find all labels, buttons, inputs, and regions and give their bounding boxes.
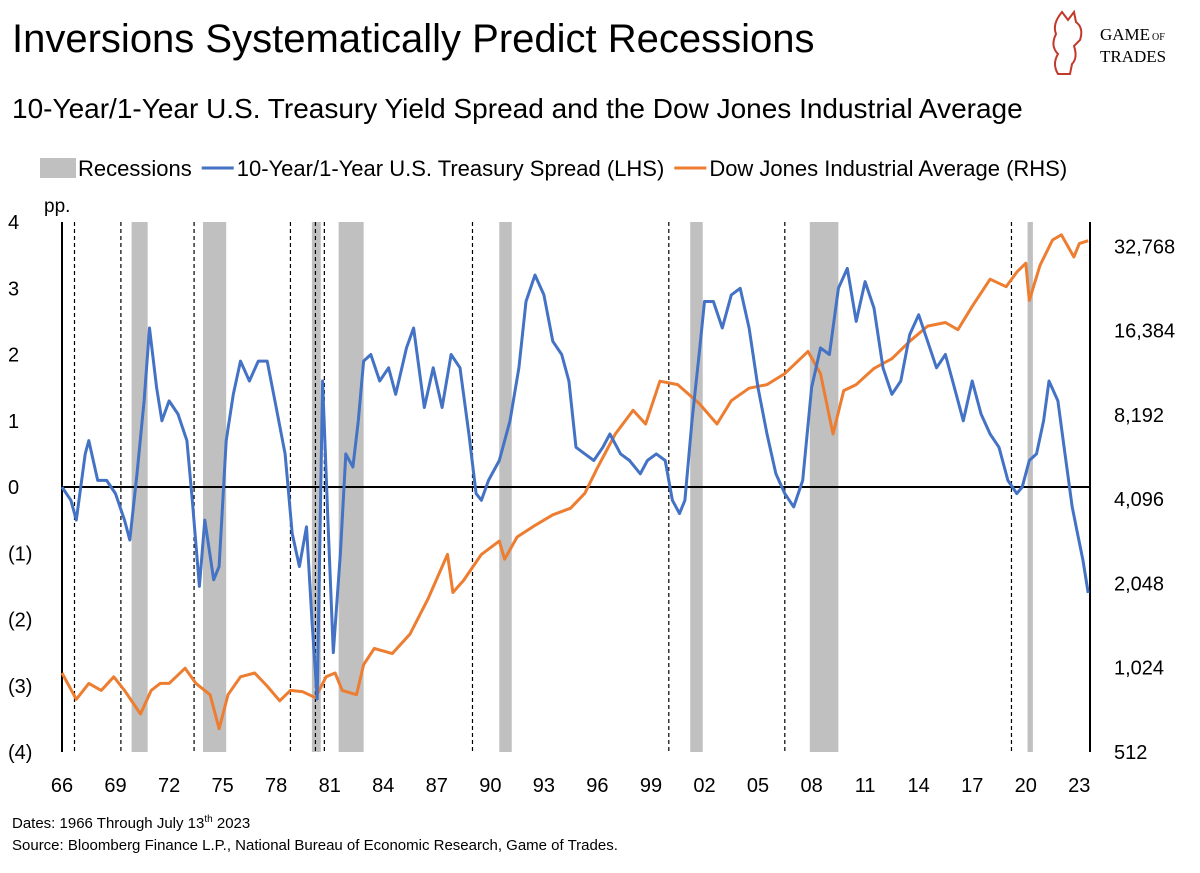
footnote: Dates: 1966 Through July 13th 2023 bbox=[12, 814, 250, 832]
x-tick-label: 20 bbox=[1015, 775, 1037, 797]
y2-tick-label: 2,048 bbox=[1114, 573, 1164, 595]
y-tick-label: 3 bbox=[8, 278, 19, 300]
y-tick-label: (3) bbox=[8, 676, 32, 698]
y2-tick-label: 32,768 bbox=[1114, 236, 1175, 258]
x-tick-label: 81 bbox=[319, 775, 341, 797]
chart-title: Inversions Systematically Predict Recess… bbox=[12, 17, 815, 61]
x-tick-label: 78 bbox=[265, 775, 287, 797]
x-tick-label: 02 bbox=[693, 775, 715, 797]
legend-label: Dow Jones Industrial Average (RHS) bbox=[709, 156, 1067, 181]
series-line bbox=[60, 233, 1089, 731]
logo: GAME OF TRADES bbox=[1052, 9, 1166, 75]
y-tick-label: (1) bbox=[8, 543, 32, 565]
x-tick-label: 87 bbox=[426, 775, 448, 797]
x-tick-label: 05 bbox=[747, 775, 769, 797]
x-tick-label: 99 bbox=[640, 775, 662, 797]
footnote-sup: th bbox=[204, 814, 212, 825]
y2-tick-label: 1,024 bbox=[1114, 658, 1164, 680]
x-tick-label: 23 bbox=[1068, 775, 1090, 797]
x-tick-label: 66 bbox=[51, 775, 73, 797]
footnote-text: 2023 bbox=[213, 815, 251, 832]
logo-icon bbox=[1052, 9, 1083, 75]
x-tick-label: 90 bbox=[479, 775, 501, 797]
x-tick-label: 93 bbox=[533, 775, 555, 797]
y2-tick-label: 512 bbox=[1114, 742, 1147, 764]
y-tick-label: 0 bbox=[8, 477, 19, 499]
x-tick-label: 96 bbox=[586, 775, 608, 797]
y-tick-label: 1 bbox=[8, 411, 19, 433]
y-tick-label: (2) bbox=[8, 610, 32, 632]
chart-subtitle: 10-Year/1-Year U.S. Treasury Yield Sprea… bbox=[12, 93, 1023, 124]
y-tick-label: (4) bbox=[8, 742, 32, 764]
y-tick-label: 4 bbox=[8, 212, 19, 234]
x-tick-label: 84 bbox=[372, 775, 394, 797]
footnote-text: Dates: 1966 Through July 13 bbox=[12, 815, 204, 832]
x-tick-label: 69 bbox=[104, 775, 126, 797]
x-tick-label: 11 bbox=[855, 775, 876, 797]
x-tick-label: 72 bbox=[158, 775, 180, 797]
logo-text: OF bbox=[1152, 32, 1165, 43]
y2-tick-label: 8,192 bbox=[1114, 405, 1164, 427]
legend-label: 10-Year/1-Year U.S. Treasury Spread (LHS… bbox=[237, 156, 665, 181]
logo-text: TRADES bbox=[1100, 47, 1166, 66]
logo-text: GAME bbox=[1100, 25, 1150, 44]
legend-swatch bbox=[40, 158, 76, 178]
y-tick-label: 2 bbox=[8, 345, 19, 367]
x-tick-label: 75 bbox=[212, 775, 234, 797]
y-axis-label: pp. bbox=[44, 196, 70, 217]
x-tick-label: 14 bbox=[908, 775, 930, 797]
y2-tick-label: 16,384 bbox=[1114, 321, 1175, 343]
y2-tick-label: 4,096 bbox=[1114, 489, 1164, 511]
x-tick-label: 08 bbox=[800, 775, 822, 797]
source: Source: Bloomberg Finance L.P., National… bbox=[12, 837, 618, 854]
legend-label: Recessions bbox=[78, 156, 192, 181]
x-tick-label: 17 bbox=[961, 775, 983, 797]
series-line bbox=[60, 266, 1090, 701]
